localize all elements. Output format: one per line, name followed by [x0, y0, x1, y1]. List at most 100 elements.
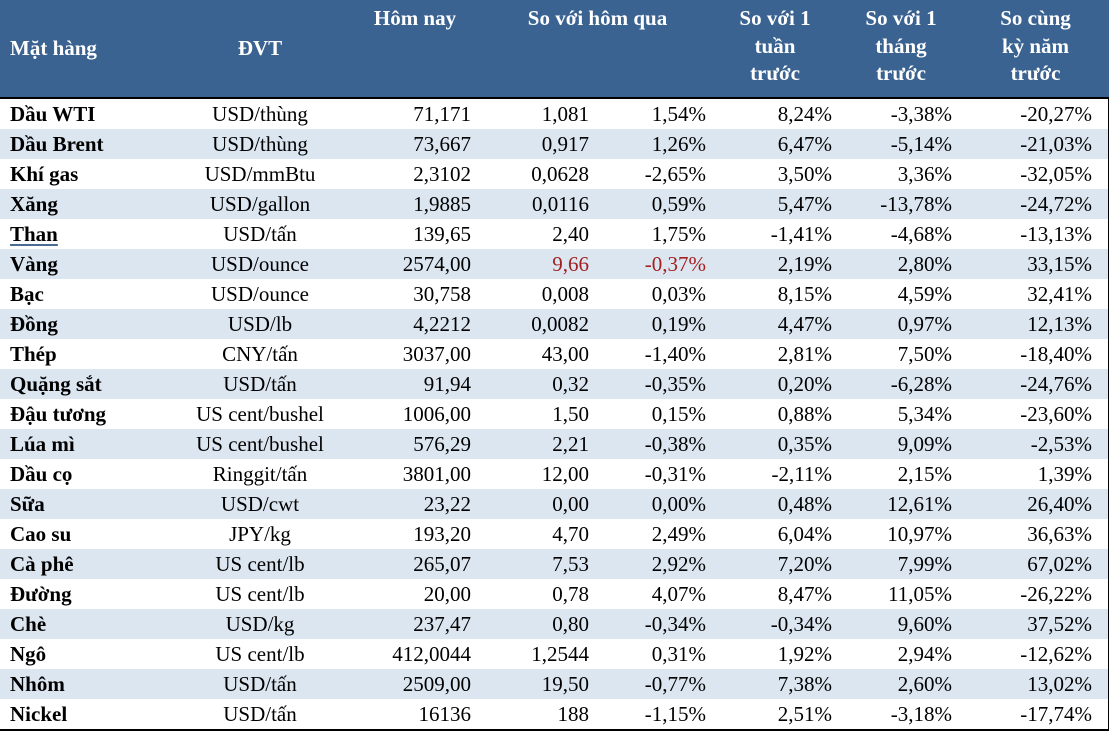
cell-change-pct: 1,75% [651, 222, 706, 246]
cell-month-pct: 7,50% [897, 342, 952, 366]
col-header-unit: ĐVT [175, 0, 345, 99]
cell-commodity: Đậu tương [10, 402, 106, 426]
cell-year-pct: -20,27% [962, 98, 1109, 129]
table-row: Đậu tương US cent/bushel 1006,00 1,50 0,… [0, 399, 1109, 429]
cell-change: 0,917 [541, 132, 589, 156]
cell-change: 1,50 [552, 402, 589, 426]
cell-commodity: Đồng [10, 312, 58, 336]
cell-commodity: Dầu WTI [10, 102, 96, 126]
cell-month-pct: 12,61% [887, 492, 952, 516]
table-row: Khí gas USD/mmBtu 2,3102 0,0628 -2,65% 3… [0, 159, 1109, 189]
cell-week-pct: 6,04% [777, 522, 832, 546]
cell-month-pct: 0,97% [897, 312, 952, 336]
table-row: Vàng USD/ounce 2574,00 9,66 -0,37% 2,19%… [0, 249, 1109, 279]
cell-today: 91,94 [423, 372, 471, 396]
cell-unit: JPY/kg [229, 522, 291, 546]
table-row: Chè USD/kg 237,47 0,80 -0,34% -0,34% 9,6… [0, 609, 1109, 639]
cell-month-pct: 2,94% [897, 642, 952, 666]
cell-year-pct: -2,53% [962, 429, 1109, 459]
table-row: Ngô US cent/lb 412,0044 1,2544 0,31% 1,9… [0, 639, 1109, 669]
cell-month-pct: 7,99% [897, 552, 952, 576]
cell-change: 4,70 [552, 522, 589, 546]
cell-change: 9,66 [552, 252, 589, 276]
table-row: Quặng sắt USD/tấn 91,94 0,32 -0,35% 0,20… [0, 369, 1109, 399]
cell-week-pct: 3,50% [777, 162, 832, 186]
cell-change: 2,21 [552, 432, 589, 456]
cell-commodity: Lúa mì [10, 432, 75, 456]
cell-unit: US cent/bushel [196, 402, 324, 426]
table-row: Dầu WTI USD/thùng 71,171 1,081 1,54% 8,2… [0, 98, 1109, 129]
cell-year-pct: 12,13% [962, 309, 1109, 339]
cell-today: 2574,00 [402, 252, 471, 276]
cell-today: 412,0044 [392, 642, 471, 666]
cell-today: 193,20 [413, 522, 471, 546]
cell-week-pct: 2,81% [777, 342, 832, 366]
cell-year-pct: 33,15% [962, 249, 1109, 279]
cell-month-pct: 4,59% [897, 282, 952, 306]
cell-today: 20,00 [423, 582, 471, 606]
cell-change-pct: -0,38% [644, 432, 706, 456]
cell-year-pct: -26,22% [962, 579, 1109, 609]
cell-unit: USD/tấn [223, 222, 297, 246]
cell-year-pct: -18,40% [962, 339, 1109, 369]
cell-commodity: Nickel [10, 702, 68, 726]
cell-unit: USD/thùng [212, 102, 308, 126]
cell-today: 139,65 [413, 222, 471, 246]
table-row: Đồng USD/lb 4,2212 0,0082 0,19% 4,47% 0,… [0, 309, 1109, 339]
cell-unit: Ringgit/tấn [212, 462, 308, 486]
cell-commodity: Cao su [10, 522, 72, 546]
cell-year-pct: -24,72% [962, 189, 1109, 219]
cell-unit: US cent/lb [215, 642, 305, 666]
cell-today: 3037,00 [402, 342, 471, 366]
cell-week-pct: 0,88% [777, 402, 832, 426]
table-header: Mặt hàng ĐVT Hôm nay So với hôm qua So v… [0, 0, 1109, 99]
cell-commodity: Khí gas [10, 162, 79, 186]
cell-year-pct: -24,76% [962, 369, 1109, 399]
cell-year-pct: 13,02% [962, 669, 1109, 699]
cell-year-pct: -13,13% [962, 219, 1109, 249]
cell-year-pct: 1,39% [962, 459, 1109, 489]
cell-month-pct: 9,60% [897, 612, 952, 636]
cell-today: 2509,00 [402, 672, 471, 696]
col-header-vs-month: So với 1 tháng trước [840, 0, 962, 99]
cell-change-pct: -1,15% [644, 702, 706, 726]
table-row: Đường US cent/lb 20,00 0,78 4,07% 8,47% … [0, 579, 1109, 609]
cell-week-pct: 8,24% [777, 102, 832, 126]
cell-change-pct: -0,34% [644, 612, 706, 636]
table-row: Nhôm USD/tấn 2509,00 19,50 -0,77% 7,38% … [0, 669, 1109, 699]
cell-commodity: Sữa [10, 492, 45, 516]
cell-commodity: Quặng sắt [10, 372, 102, 396]
table-row: Thép CNY/tấn 3037,00 43,00 -1,40% 2,81% … [0, 339, 1109, 369]
table-row: Xăng USD/gallon 1,9885 0,0116 0,59% 5,47… [0, 189, 1109, 219]
cell-change-pct: -1,40% [644, 342, 706, 366]
cell-commodity: Chè [10, 612, 47, 636]
cell-week-pct: 2,19% [777, 252, 832, 276]
cell-year-pct: -17,74% [962, 699, 1109, 730]
cell-week-pct: 8,15% [777, 282, 832, 306]
cell-year-pct: 37,52% [962, 609, 1109, 639]
cell-unit: US cent/lb [215, 582, 305, 606]
table-row: Sữa USD/cwt 23,22 0,00 0,00% 0,48% 12,61… [0, 489, 1109, 519]
cell-today: 4,2212 [413, 312, 471, 336]
cell-today: 2,3102 [413, 162, 471, 186]
cell-year-pct: -21,03% [962, 129, 1109, 159]
cell-commodity: Bạc [10, 282, 44, 306]
cell-month-pct: 2,15% [897, 462, 952, 486]
table-row: Cao su JPY/kg 193,20 4,70 2,49% 6,04% 10… [0, 519, 1109, 549]
col-header-commodity: Mặt hàng [0, 0, 175, 99]
cell-today: 237,47 [413, 612, 471, 636]
cell-week-pct: 2,51% [777, 702, 832, 726]
cell-year-pct: 67,02% [962, 549, 1109, 579]
cell-commodity: Đường [10, 582, 72, 606]
cell-year-pct: 26,40% [962, 489, 1109, 519]
table-row: Than USD/tấn 139,65 2,40 1,75% -1,41% -4… [0, 219, 1109, 249]
cell-today: 23,22 [423, 492, 471, 516]
cell-commodity-link[interactable]: Than [10, 222, 58, 246]
cell-month-pct: 2,80% [897, 252, 952, 276]
cell-change-pct: -0,77% [644, 672, 706, 696]
cell-month-pct: -13,78% [880, 192, 952, 216]
cell-change: 0,0628 [531, 162, 589, 186]
cell-commodity: Thép [10, 342, 57, 366]
cell-change: 19,50 [541, 672, 589, 696]
